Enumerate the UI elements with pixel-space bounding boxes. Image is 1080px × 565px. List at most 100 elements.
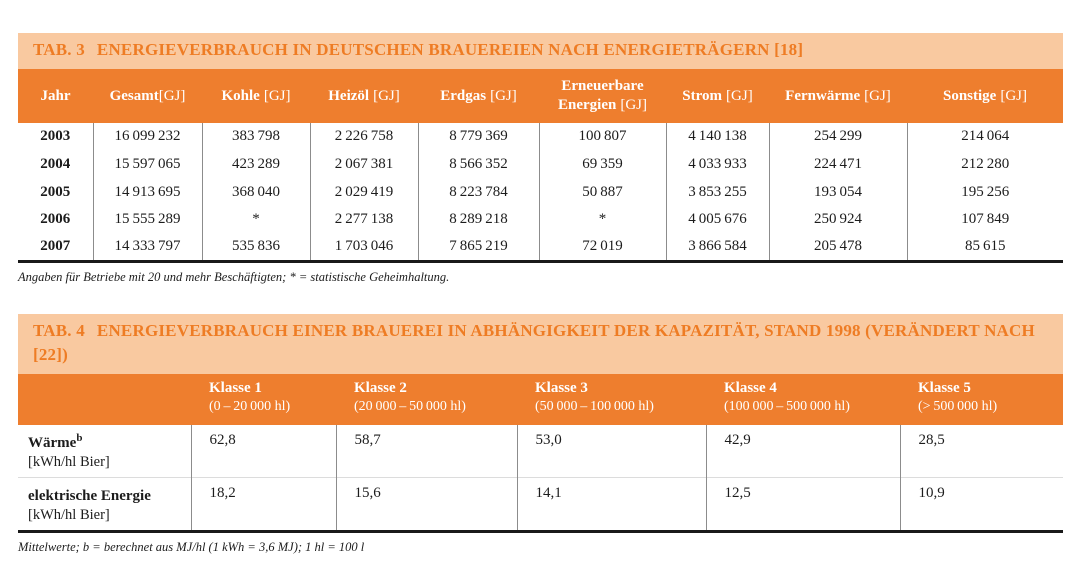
- table3-footnote: Angaben für Betriebe mit 20 und mehr Bes…: [18, 269, 450, 284]
- table-cell: 62,8: [190, 424, 336, 478]
- klasse-name: Klasse 4: [724, 379, 777, 396]
- klasse-name: Klasse 1: [209, 379, 262, 396]
- column-header-sonstige: Sonstige [GJ]: [907, 69, 1063, 124]
- klasse-range: (50 000 – 100 000 hl): [535, 399, 654, 415]
- table-cell: 8 223 784: [417, 178, 539, 206]
- column-name: Kohle: [221, 87, 260, 104]
- capacity-classes-table: Klasse 1 (0 – 20 000 hl) Klasse 2 (20 00…: [18, 373, 1063, 533]
- table-row-2006: 2006 15 555 289 * 2 277 138 8 289 218 * …: [18, 205, 1063, 234]
- column-header-kohle: Kohle [GJ]: [202, 69, 310, 124]
- klasse-name: Klasse 2: [354, 379, 407, 396]
- table-cell: 42,9: [705, 424, 900, 478]
- table-cell: 205 478: [768, 233, 907, 262]
- column-header-erneuerbare: Erneuerbare Energien [GJ]: [539, 69, 666, 124]
- table3-number: TAB. 3: [33, 40, 85, 59]
- table-cell: 1 703 046: [309, 233, 418, 262]
- table-cell: *: [538, 205, 666, 234]
- row-label-elektrische-energie: elektrische Energie [kWh/hl Bier]: [18, 476, 191, 532]
- table-row-waerme: Wärmeb [kWh/hl Bier] 62,8 58,7 53,0 42,9…: [18, 424, 1063, 478]
- table-cell: *: [201, 205, 310, 234]
- table-cell: 368 040: [201, 178, 310, 206]
- table4-header-row: Klasse 1 (0 – 20 000 hl) Klasse 2 (20 00…: [18, 373, 1063, 425]
- table-cell: 3 853 255: [665, 178, 769, 206]
- table-cell: 14,1: [516, 476, 706, 532]
- table-cell: 4 140 138: [665, 123, 769, 151]
- table-cell: 8 566 352: [417, 150, 539, 179]
- table-cell: 53,0: [516, 424, 706, 478]
- table-row-2004: 2004 15 597 065 423 289 2 067 381 8 566 …: [18, 150, 1063, 179]
- klasse-range: (20 000 – 50 000 hl): [354, 399, 466, 415]
- klasse-range: (0 – 20 000 hl): [209, 399, 291, 415]
- table-cell: 100 807: [538, 123, 666, 151]
- table-cell: 195 256: [906, 178, 1063, 206]
- table4-title: ENERGIEVERBRAUCH EINER BRAUEREI IN ABHÄN…: [33, 320, 1035, 364]
- table-cell: 18,2: [190, 476, 336, 532]
- table4-section: TAB. 4 ENERGIEVERBRAUCH EINER BRAUEREI IN…: [18, 313, 1063, 555]
- table-row-elektrische-energie: elektrische Energie [kWh/hl Bier] 18,2 1…: [18, 476, 1063, 532]
- table-cell: 535 836: [201, 233, 310, 262]
- column-unit: [GJ]: [373, 87, 400, 104]
- table-cell: 193 054: [768, 178, 907, 206]
- table-cell: 8 779 369: [417, 123, 539, 151]
- column-unit: [GJ]: [1000, 87, 1027, 104]
- klasse-range: (> 500 000 hl): [918, 399, 998, 415]
- column-header-klasse4: Klasse 4 (100 000 – 500 000 hl): [706, 373, 900, 425]
- row-unit: [kWh/hl Bier]: [28, 506, 110, 523]
- table-cell: 28,5: [899, 424, 1063, 478]
- table-cell: 15 597 065: [92, 150, 202, 179]
- column-name: Erneuerbare Energien: [557, 78, 644, 114]
- column-unit: [GJ]: [864, 87, 891, 104]
- column-name: Jahr: [40, 87, 71, 104]
- table-cell: 10,9: [899, 476, 1063, 532]
- empty-header-cell: [18, 373, 191, 425]
- table-cell: 423 289: [201, 150, 310, 179]
- table-cell: 50 887: [538, 178, 666, 206]
- year-cell: 2004: [40, 156, 71, 173]
- table4-footnote: Mittelwerte; b = berechnet aus MJ/hl (1 …: [18, 539, 365, 554]
- column-unit: [GJ]: [158, 87, 186, 104]
- column-unit: [GJ]: [263, 87, 291, 104]
- table3-titlebar: TAB. 3 ENERGIEVERBRAUCH IN DEUTSCHEN BRAU…: [18, 33, 1063, 70]
- year-cell: 2007: [40, 238, 71, 255]
- table-cell: 2 067 381: [309, 150, 418, 179]
- column-unit: [GJ]: [620, 97, 647, 114]
- column-header-gesamt: Gesamt[GJ]: [93, 69, 202, 124]
- column-name: Erdgas: [440, 87, 487, 104]
- column-name: Sonstige: [942, 87, 997, 104]
- column-header-erdgas: Erdgas [GJ]: [418, 69, 539, 124]
- column-name: Strom: [682, 87, 723, 104]
- column-unit: [GJ]: [726, 87, 753, 104]
- klasse-name: Klasse 3: [535, 379, 588, 396]
- table-cell: 12,5: [705, 476, 900, 532]
- column-header-klasse1: Klasse 1 (0 – 20 000 hl): [191, 373, 336, 425]
- table4-number: TAB. 4: [33, 320, 85, 340]
- klasse-name: Klasse 5: [918, 379, 971, 396]
- table-cell: 383 798: [201, 123, 310, 151]
- table-cell: 14 333 797: [92, 233, 202, 262]
- table-row-2007: 2007 14 333 797 535 836 1 703 046 7 865 …: [18, 233, 1063, 262]
- row-label-waerme: Wärmeb [kWh/hl Bier]: [18, 425, 191, 478]
- table-cell: 8 289 218: [417, 205, 539, 234]
- table-cell: 107 849: [906, 205, 1063, 234]
- table-cell: 58,7: [335, 424, 517, 478]
- table-cell: 224 471: [768, 150, 907, 179]
- table-row-2003: 2003 16 099 232 383 798 2 226 758 8 779 …: [18, 123, 1063, 151]
- table-cell: 69 359: [538, 150, 666, 179]
- row-unit: [kWh/hl Bier]: [28, 453, 110, 470]
- row-name: elektrische Energie: [28, 487, 151, 504]
- table-cell: 212 280: [906, 150, 1063, 179]
- footnote-marker: b: [76, 431, 83, 444]
- row-name: Wärme: [28, 434, 77, 451]
- column-header-klasse5: Klasse 5 (> 500 000 hl): [900, 373, 1063, 425]
- page-content: TAB. 3 ENERGIEVERBRAUCH IN DEUTSCHEN BRAU…: [18, 33, 1063, 555]
- table4-titlebar: TAB. 4 ENERGIEVERBRAUCH EINER BRAUEREI IN…: [18, 313, 1063, 374]
- table3-header-row: Jahr Gesamt[GJ] Kohle [GJ] Heizöl [GJ] Erd…: [18, 69, 1063, 124]
- column-header-strom: Strom [GJ]: [666, 69, 769, 124]
- table-cell: 4 033 933: [665, 150, 769, 179]
- year-cell: 2003: [40, 128, 71, 145]
- column-header-klasse3: Klasse 3 (50 000 – 100 000 hl): [517, 373, 706, 425]
- table-cell: 2 029 419: [309, 178, 418, 206]
- table-cell: 7 865 219: [417, 233, 539, 262]
- column-name: Heizöl: [328, 87, 370, 104]
